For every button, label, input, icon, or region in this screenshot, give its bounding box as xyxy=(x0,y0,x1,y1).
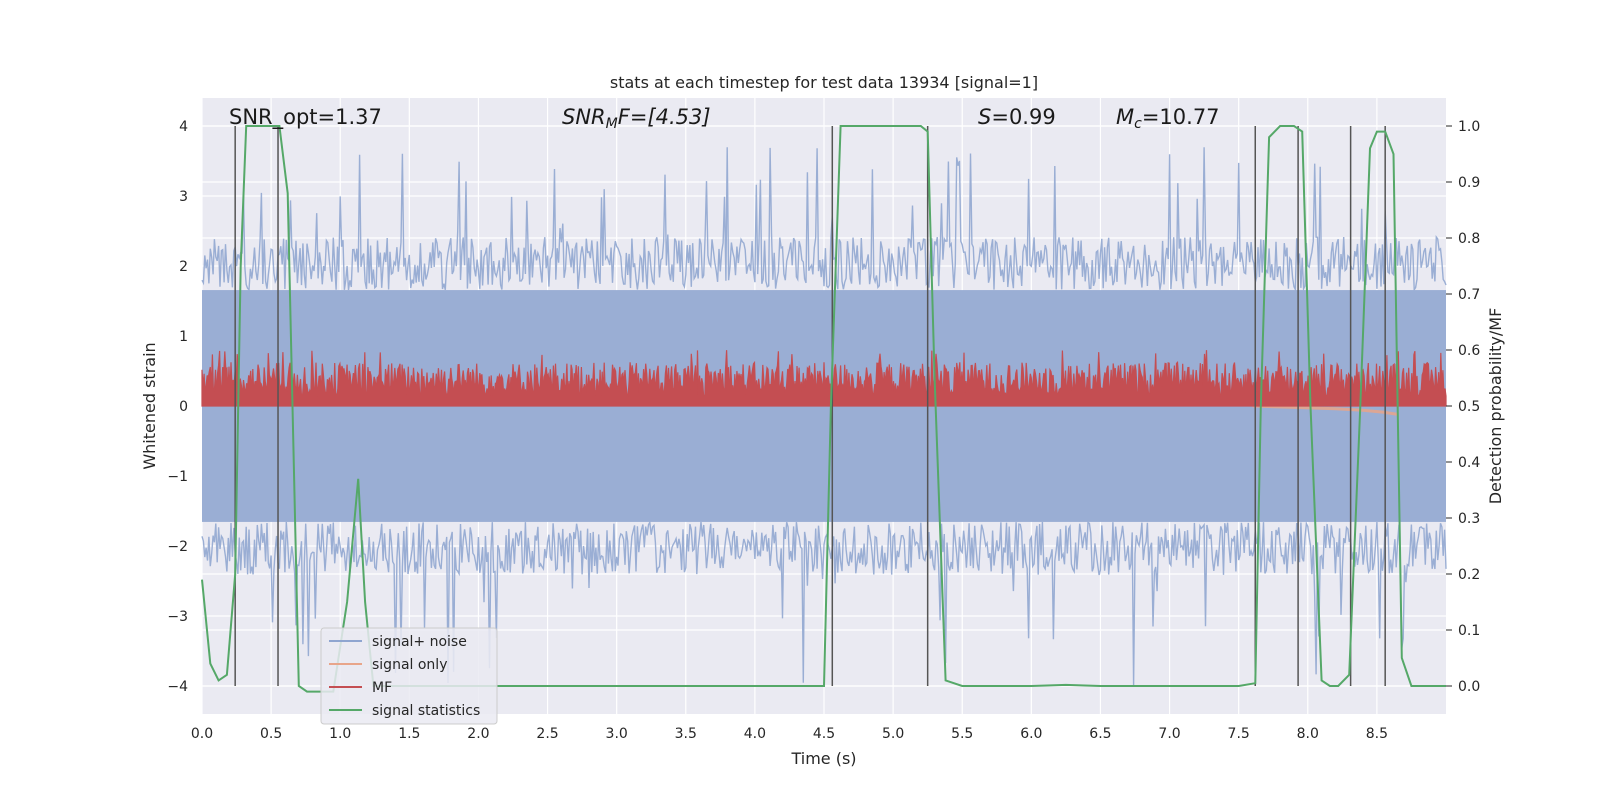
x-tick-label: 8.5 xyxy=(1366,726,1388,742)
y-left-tick-label: −2 xyxy=(167,539,188,555)
y-left-ticks: −4 −3 −2 −1 0 1 2 3 4 xyxy=(167,119,188,695)
noise-upper-trace xyxy=(201,147,1447,293)
y-left-tick-label: 2 xyxy=(179,259,188,275)
y-right-tick-label: 0.3 xyxy=(1458,511,1480,527)
annotation-snr-opt: SNR_opt=1.37 xyxy=(229,105,382,130)
y-right-tick-label: 0.0 xyxy=(1458,679,1480,695)
y-left-tick-label: 4 xyxy=(179,119,188,135)
y-left-tick-label: 0 xyxy=(179,399,188,415)
x-tick-label: 1.0 xyxy=(329,726,351,742)
x-tick-label: 6.0 xyxy=(1020,726,1042,742)
x-tick-label: 0.0 xyxy=(191,726,213,742)
y-right-tick-label: 0.7 xyxy=(1458,287,1480,303)
legend: signal+ noise signal only MF signal statist… xyxy=(320,627,498,725)
chart-title: stats at each timestep for test data 139… xyxy=(610,73,1038,92)
x-tick-label: 5.5 xyxy=(951,726,973,742)
legend-entry-label: signal statistics xyxy=(372,703,480,719)
signal-statistics-series xyxy=(201,125,1446,693)
signal-statistics-line xyxy=(201,125,1446,693)
y-right-tick-label: 1.0 xyxy=(1458,119,1480,135)
x-tick-label: 7.5 xyxy=(1228,726,1250,742)
x-tick-label: 1.5 xyxy=(398,726,420,742)
x-tick-label: 8.0 xyxy=(1297,726,1319,742)
mf-trace xyxy=(201,350,1447,407)
annotation-mc: Mc=10.77 xyxy=(1116,105,1220,132)
x-tick-label: 2.0 xyxy=(467,726,489,742)
y-left-tick-label: 3 xyxy=(179,189,188,205)
y-left-tick-label: 1 xyxy=(179,329,188,345)
y-right-ticks: 0.0 0.1 0.2 0.3 0.4 0.5 0.6 0.7 0.8 0.9 1.0 xyxy=(1446,119,1480,695)
signal-only-series xyxy=(1252,404,1398,416)
signal-only-line xyxy=(1252,404,1398,416)
x-axis-label: Time (s) xyxy=(790,749,856,768)
x-tick-label: 4.0 xyxy=(744,726,766,742)
annotation-snr-mf: SNRMF=[4.53] xyxy=(562,105,711,132)
legend-box xyxy=(320,627,498,725)
x-tick-label: 3.5 xyxy=(675,726,697,742)
vertical-markers xyxy=(234,126,1386,686)
y-left-tick-label: −3 xyxy=(167,609,188,625)
x-tick-label: 2.5 xyxy=(536,726,558,742)
x-tick-label: 7.0 xyxy=(1158,726,1180,742)
x-ticks: 0.0 0.5 1.0 1.5 2.0 2.5 3.0 3.5 4.0 4.5 5.0 5.5 6.0 6… xyxy=(191,726,1388,742)
annotation-s: S=0.99 xyxy=(978,105,1056,129)
y-right-tick-label: 0.8 xyxy=(1458,231,1480,247)
mf-series xyxy=(201,350,1447,407)
y-right-tick-label: 0.1 xyxy=(1458,623,1480,639)
y-left-tick-label: −4 xyxy=(167,679,188,695)
x-tick-label: 5.0 xyxy=(882,726,904,742)
x-tick-label: 0.5 xyxy=(260,726,282,742)
y-left-tick-label: −1 xyxy=(167,469,188,485)
x-tick-label: 3.0 xyxy=(606,726,628,742)
y-right-tick-label: 0.4 xyxy=(1458,455,1480,471)
y-right-axis-label: Detection probability/MF xyxy=(1486,308,1505,505)
x-tick-label: 4.5 xyxy=(813,726,835,742)
legend-entry-label: MF xyxy=(372,680,392,696)
y-right-tick-label: 0.5 xyxy=(1458,399,1480,415)
noise-lower-trace xyxy=(201,520,1447,686)
legend-entry-label: signal+ noise xyxy=(372,634,467,650)
x-tick-label: 6.5 xyxy=(1089,726,1111,742)
legend-entry-label: signal only xyxy=(372,657,447,673)
y-left-axis-label: Whitened strain xyxy=(140,342,159,469)
y-right-tick-label: 0.2 xyxy=(1458,567,1480,583)
y-right-tick-label: 0.9 xyxy=(1458,175,1480,191)
y-right-tick-label: 0.6 xyxy=(1458,343,1480,359)
